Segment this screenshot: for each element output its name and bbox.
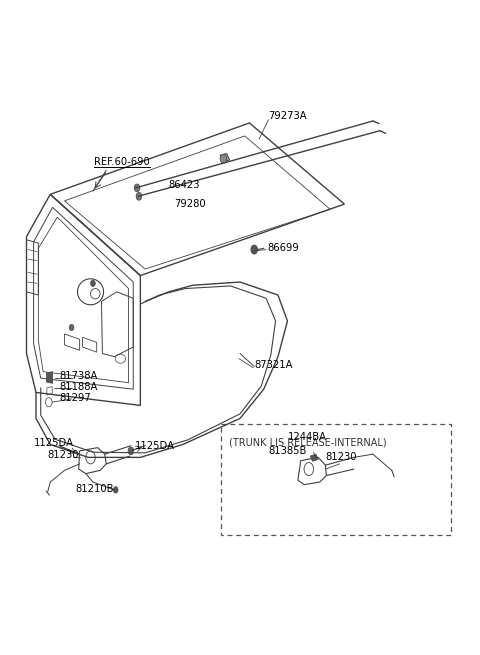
Text: 81188A: 81188A (60, 383, 98, 392)
Text: 1244BA: 1244BA (288, 432, 326, 441)
Text: REF.60-690: REF.60-690 (94, 157, 150, 167)
Text: 79273A: 79273A (268, 111, 307, 121)
Text: 81210B: 81210B (75, 483, 114, 494)
Text: 81385B: 81385B (268, 446, 307, 456)
Ellipse shape (220, 154, 227, 163)
Ellipse shape (69, 324, 74, 331)
Bar (221, 424, 451, 535)
Ellipse shape (136, 193, 142, 200)
Text: 1125DA: 1125DA (135, 441, 175, 451)
Polygon shape (220, 153, 229, 162)
Ellipse shape (113, 487, 118, 493)
Text: 87321A: 87321A (254, 360, 293, 370)
Ellipse shape (134, 184, 140, 192)
Ellipse shape (91, 280, 96, 287)
Text: 81230: 81230 (48, 451, 79, 460)
Text: 86423: 86423 (168, 179, 199, 189)
Ellipse shape (251, 245, 258, 254)
Text: 86699: 86699 (267, 243, 299, 253)
Text: 1125DA: 1125DA (34, 438, 73, 448)
Polygon shape (310, 454, 318, 461)
Polygon shape (47, 371, 53, 383)
Text: (TRUNK LIS RELEASE-INTERNAL): (TRUNK LIS RELEASE-INTERNAL) (229, 438, 386, 447)
Ellipse shape (128, 447, 134, 455)
Text: 81738A: 81738A (60, 371, 98, 381)
Text: 79280: 79280 (175, 199, 206, 209)
Text: 81230: 81230 (325, 453, 357, 462)
Text: 81297: 81297 (60, 392, 92, 403)
